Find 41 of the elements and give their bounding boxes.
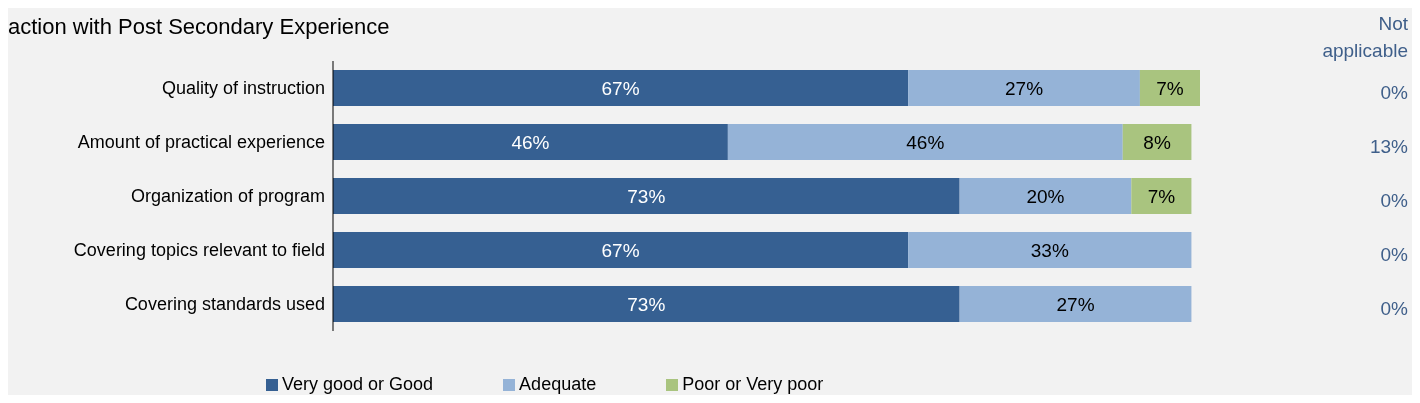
data-label: 27% — [1056, 293, 1095, 315]
data-label: 73% — [627, 293, 666, 315]
y-tick-label: Organization of program — [130, 186, 325, 207]
bar — [1139, 70, 1200, 106]
data-label: 46% — [511, 131, 550, 153]
data-label: 67% — [601, 77, 640, 99]
text: Not applicable — [1321, 12, 1408, 63]
data-label: 20% — [1026, 185, 1065, 207]
bar — [1131, 178, 1192, 214]
text: 0% — [1380, 298, 1408, 320]
data-label: 67% — [601, 239, 640, 261]
legend-label: Adequate — [518, 374, 597, 395]
bar — [333, 124, 728, 160]
bar — [1122, 124, 1192, 160]
y-tick-label: Quality of instruction — [161, 78, 325, 99]
text: 0% — [1380, 82, 1408, 104]
y-tick-label: Covering standards used — [124, 294, 325, 315]
data-label: 73% — [627, 185, 666, 207]
chart-title: action with Post Secondary Experience — [8, 14, 390, 40]
legend-label: Poor or Very poor — [681, 374, 824, 395]
text: 13% — [1369, 136, 1408, 158]
bar — [333, 232, 909, 268]
data-label: 7% — [1147, 185, 1176, 207]
legend-label: Very good or Good — [281, 374, 434, 395]
data-label: 46% — [906, 131, 945, 153]
data-label: 33% — [1030, 239, 1069, 261]
bar — [727, 124, 1123, 160]
bar — [333, 286, 960, 322]
data-label: 8% — [1143, 131, 1171, 153]
y-tick-label: Amount of practical experience — [77, 132, 325, 153]
data-label: 27% — [1005, 77, 1044, 99]
text: 0% — [1380, 190, 1408, 212]
bar — [333, 178, 960, 214]
data-label: 7% — [1156, 77, 1184, 99]
bar — [333, 70, 909, 106]
bar — [959, 286, 1192, 322]
text: 0% — [1380, 244, 1408, 266]
y-tick-label: Covering topics relevant to field — [73, 240, 325, 261]
bar — [959, 178, 1132, 214]
bar — [908, 232, 1192, 268]
bar — [908, 70, 1140, 106]
